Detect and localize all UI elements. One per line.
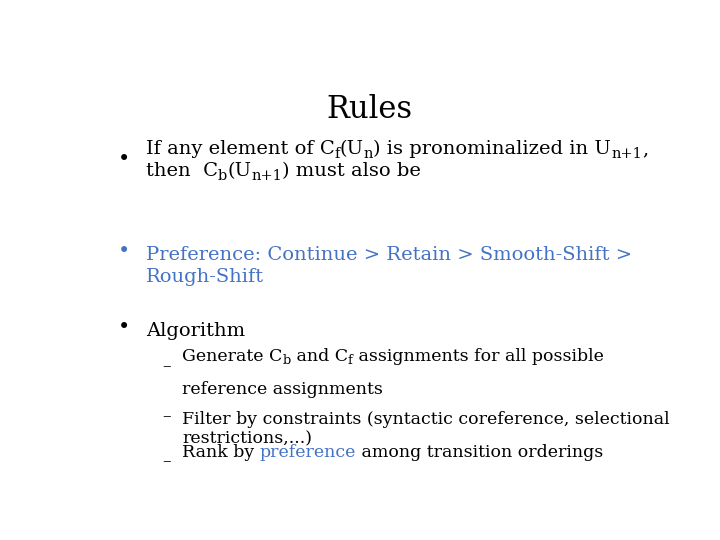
Text: ,: , xyxy=(642,140,648,158)
Text: Rank by: Rank by xyxy=(182,443,260,461)
Text: reference assignments: reference assignments xyxy=(182,381,383,398)
Text: n: n xyxy=(364,146,374,160)
Text: –: – xyxy=(163,454,171,470)
Text: Preference: Continue > Retain > Smooth-Shift >: Preference: Continue > Retain > Smooth-S… xyxy=(145,246,632,264)
Text: n+1: n+1 xyxy=(611,146,642,160)
Text: ) must also be: ) must also be xyxy=(282,162,420,180)
Text: Filter by constraints (syntactic coreference, selectional: Filter by constraints (syntactic corefer… xyxy=(182,411,670,428)
Text: –: – xyxy=(163,358,171,375)
Text: Rules: Rules xyxy=(326,94,412,125)
Text: and C: and C xyxy=(291,348,348,365)
Text: assignments for all possible: assignments for all possible xyxy=(353,348,603,365)
Text: b: b xyxy=(282,354,291,367)
Text: –: – xyxy=(163,408,171,425)
Text: ) is pronominalized in U: ) is pronominalized in U xyxy=(374,140,611,158)
Text: Generate C: Generate C xyxy=(182,348,282,365)
Text: If any element of C: If any element of C xyxy=(145,140,335,158)
Text: f: f xyxy=(335,146,340,160)
Text: among transition orderings: among transition orderings xyxy=(356,443,603,461)
Text: •: • xyxy=(118,150,130,169)
Text: •: • xyxy=(118,241,130,260)
Text: (U: (U xyxy=(340,140,364,158)
Text: restrictions,...): restrictions,...) xyxy=(182,431,312,448)
Text: Rough-Shift: Rough-Shift xyxy=(145,267,264,286)
Text: b: b xyxy=(218,168,227,183)
Text: Algorithm: Algorithm xyxy=(145,322,245,340)
Text: then  C: then C xyxy=(145,162,218,180)
Text: f: f xyxy=(348,354,353,367)
Text: •: • xyxy=(118,319,130,338)
Text: preference: preference xyxy=(260,443,356,461)
Text: n+1: n+1 xyxy=(251,168,282,183)
Text: (U: (U xyxy=(227,162,251,180)
